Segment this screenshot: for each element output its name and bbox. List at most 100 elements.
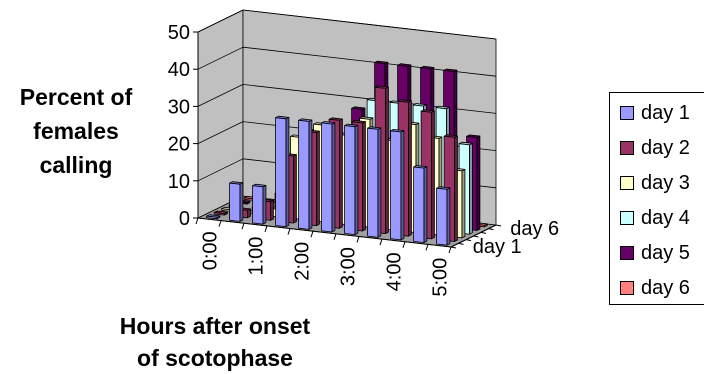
x-tick [310,231,314,238]
x-tick [195,217,199,225]
bar-day-1-030 [229,181,244,222]
bar-front [344,125,356,236]
bar-side [430,110,435,240]
depth-tick [458,242,464,245]
depth-tick [488,228,494,231]
bar-side [423,166,428,243]
y-tick-label: 30 [168,96,190,118]
bar-side [315,130,320,227]
legend-swatch-day-5 [620,246,634,260]
gridline-back [242,9,497,40]
depth-tick-label: day 6 [510,218,559,240]
bar-side [476,135,481,231]
bar-day-1-400 [390,128,405,241]
legend-label-day-2: day 2 [641,137,690,159]
bar-side [354,124,359,236]
x-tick [379,238,383,246]
bar-day-1-430 [413,165,428,243]
depth-tick [480,231,487,234]
y-axis-title: Percent of females calling [19,84,133,178]
legend-label-day-1: day 1 [641,102,690,124]
bar-front [229,182,241,222]
bar-front [213,212,225,216]
legend-swatch-day-2 [620,141,634,155]
bar-day-1-500 [436,186,451,246]
bar-day-1-000 [206,214,221,220]
bar-day-1-200 [298,118,313,230]
y-tick-label: 40 [168,59,190,81]
bar-front [252,185,264,225]
y-tick-label: 0 [179,208,190,230]
bar-front [298,119,310,230]
gridline-side [197,46,244,70]
x-tick [425,244,429,251]
bar-front [436,187,448,246]
bar-day-2-000 [213,210,228,216]
gridline-side [197,9,244,33]
x-axis-title: Hours after onset of scotophase [119,313,311,371]
bar-front [367,127,379,238]
bar-day-1-230 [321,121,336,233]
x-tick-label: 4:00 [384,252,406,291]
bar-side [468,142,473,235]
legend-swatch-day-1 [620,106,634,120]
gridline-side [197,158,244,182]
bar-front [206,215,218,220]
y-tick-label: 20 [168,134,190,156]
gridline-side [197,121,244,144]
bar-side [377,127,382,238]
bar-side [239,182,244,222]
x-tick [356,236,360,243]
bar-side [461,168,466,239]
x-tick-label: 0:00 [200,231,222,270]
bar-side [285,117,290,228]
legend-label-day-3: day 3 [641,172,690,194]
bar-side [269,199,274,221]
x-tick [448,246,452,254]
bar-side [308,119,313,230]
bar-front [321,122,333,233]
x-tick [241,223,245,230]
x-axis-line [197,217,452,248]
chart-legend: day 1 day 2 day 3 day 4 day 5 day 6 [609,92,704,305]
legend-swatch-day-4 [620,211,634,225]
bar-side [446,187,451,246]
bar-front [413,166,425,243]
depth-tick [450,246,457,249]
bar-side [384,86,389,235]
x-tick-label: 3:00 [338,247,360,286]
bar-side [361,121,366,232]
depth-tick [465,239,472,242]
bar-side [453,135,458,242]
x-tick-label: 1:00 [246,237,268,276]
x-tick [218,220,222,227]
legend-label-day-6: day 6 [641,277,690,299]
x-tick [287,228,291,235]
legend-swatch-day-6 [620,281,634,295]
x-tick-label: 5:00 [430,258,452,297]
gridline-side [197,84,244,107]
x-tick [264,225,268,233]
legend-swatch-day-3 [620,176,634,190]
bar-day-1-130 [275,115,290,228]
bar-front [275,117,287,228]
depth-tick [495,224,502,227]
bar-side [338,118,343,229]
bar-front [390,130,402,241]
bar-day-1-300 [344,123,359,236]
depth-tick [473,235,479,238]
bar-side [400,130,405,241]
bar-side [331,122,336,233]
x-tick [402,241,406,248]
bar-side [407,100,412,237]
bar-side [262,184,267,225]
bar-side [292,154,297,224]
y-tick-label: 10 [168,171,190,193]
legend-label-day-5: day 5 [641,242,690,264]
bar-day-1-100 [252,183,267,225]
bar-day-1-330 [367,126,382,238]
legend-label-day-4: day 4 [641,207,690,229]
x-tick-label: 2:00 [292,242,314,281]
depth-tick-label: day 1 [473,236,522,258]
